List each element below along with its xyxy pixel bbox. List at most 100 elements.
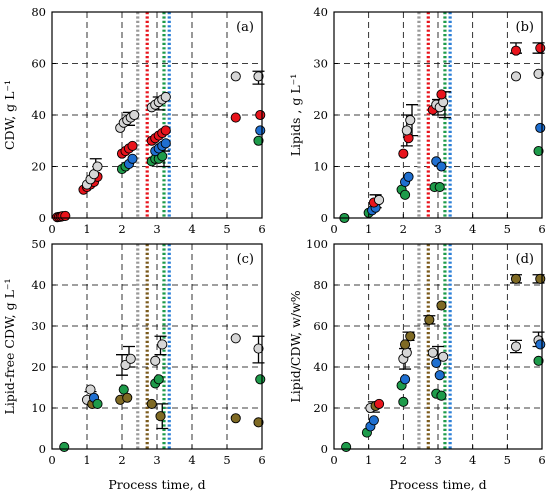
panel-a-ytick-label-40: 40 bbox=[31, 108, 46, 122]
panel-c-ytick-label-40: 40 bbox=[31, 278, 46, 292]
panel-d-point-green-8 bbox=[398, 396, 409, 407]
panel-d-xtick-label-1: 1 bbox=[365, 453, 372, 467]
panel-c-point-gray-18 bbox=[230, 333, 241, 344]
panel-d-point-brown-13 bbox=[405, 331, 416, 342]
panel-c-xtick-label-2: 2 bbox=[118, 453, 125, 467]
panel-b-ytick-label-0: 0 bbox=[321, 211, 328, 225]
panel-a-ytick-label-20: 20 bbox=[31, 160, 46, 174]
panel-c-point-brown-11 bbox=[146, 398, 157, 409]
panel-a-xtick-label-0: 0 bbox=[48, 222, 55, 236]
panel-c-point-green-5 bbox=[92, 398, 103, 409]
panel-c-point-brown-19 bbox=[253, 417, 264, 428]
panel-c-ytick-label-10: 10 bbox=[31, 401, 46, 415]
panel-a-xtick-label-4: 4 bbox=[188, 222, 195, 236]
panel-c-label: (c) bbox=[237, 252, 254, 267]
panel-a-xtick-label-5: 5 bbox=[223, 222, 230, 236]
panel-b-point-gray-24 bbox=[510, 71, 522, 82]
panel-d-ytick-label-80: 80 bbox=[313, 278, 328, 292]
panel-b-xtick-label-5: 5 bbox=[504, 222, 511, 236]
panel-d-point-gray-11 bbox=[401, 347, 412, 358]
panel-d-point-green-20 bbox=[436, 390, 447, 401]
panel-c: 0 1 2 3 4 5 6 0 10 20 30 40 50 (c) Lipid-free CDW, g L… bbox=[2, 237, 266, 492]
panel-d-point-gray-21 bbox=[438, 351, 449, 362]
panel-b-point-gray-12 bbox=[401, 125, 412, 136]
panel-c-point-gray-10 bbox=[125, 353, 136, 364]
panel-b-point-green-28 bbox=[533, 145, 544, 157]
panel-b-point-blue-17 bbox=[436, 161, 447, 172]
panel-b-point-red-10 bbox=[398, 148, 409, 159]
panel-a-xtick-label-3: 3 bbox=[153, 222, 160, 236]
panel-c-ytick-label-30: 30 bbox=[31, 319, 46, 333]
panel-d-point-red-6 bbox=[374, 398, 385, 409]
panel-a-point-red-4 bbox=[60, 210, 71, 221]
panel-d-ytick-label-100: 100 bbox=[306, 237, 328, 251]
panel-d-point-blue-3 bbox=[368, 415, 379, 426]
panel-d-xtick-label-6: 6 bbox=[538, 453, 545, 467]
panel-d-point-green-27 bbox=[533, 355, 544, 366]
panel-a-ytick-label-60: 60 bbox=[31, 57, 46, 71]
panel-d-xtick-label-3: 3 bbox=[434, 453, 441, 467]
panel-a-point-green-47 bbox=[253, 135, 264, 146]
panel-d-point-gray-16 bbox=[427, 347, 438, 358]
panel-d-point-blue-18 bbox=[434, 370, 445, 381]
panel-a-point-blue-17 bbox=[127, 153, 138, 164]
panel-a-xtick-label-1: 1 bbox=[83, 222, 90, 236]
panel-c-xlabel: Process time, d bbox=[108, 477, 205, 492]
panel-c-point-brown-8 bbox=[122, 392, 133, 403]
panel-b-point-red-22 bbox=[436, 89, 447, 100]
panel-d-point-gray-23 bbox=[510, 341, 522, 352]
panel-b-ytick-label-30: 30 bbox=[313, 57, 328, 71]
panel-a-ytick-label-80: 80 bbox=[31, 5, 46, 19]
panel-a-xtick-label-2: 2 bbox=[118, 222, 125, 236]
panel-b-xtick-label-0: 0 bbox=[330, 222, 337, 236]
panel-a-ytick-label-0: 0 bbox=[39, 211, 46, 225]
panel-c-point-gray-16 bbox=[157, 339, 168, 350]
panel-d-point-blue-9 bbox=[400, 374, 411, 385]
panel-c-ytick-label-20: 20 bbox=[31, 360, 46, 374]
panel-c-point-green-21 bbox=[255, 374, 266, 385]
panel-d-xtick-label-5: 5 bbox=[504, 453, 511, 467]
panel-c-point-gray-20 bbox=[253, 343, 264, 354]
panel-c-xtick-label-4: 4 bbox=[188, 453, 195, 467]
panel-b-ytick-label-40: 40 bbox=[313, 5, 328, 19]
panel-b: 0 1 2 3 4 5 6 0 10 20 30 40 (b) Lipids , g L⁻¹ bbox=[288, 5, 546, 236]
panel-c-point-gray-15 bbox=[150, 355, 161, 366]
panel-c-point-brown-14 bbox=[155, 411, 166, 422]
panel-b-ytick-label-20: 20 bbox=[313, 108, 328, 122]
panel-d-xtick-label-0: 0 bbox=[330, 453, 337, 467]
panel-c-xtick-label-3: 3 bbox=[153, 453, 160, 467]
panel-a-point-red-21 bbox=[127, 140, 138, 151]
panel-b-point-red-25 bbox=[535, 43, 546, 54]
panel-d-xtick-label-2: 2 bbox=[400, 453, 407, 467]
panel-c-point-brown-17 bbox=[230, 413, 241, 424]
panel-d-point-brown-22 bbox=[510, 273, 522, 284]
panel-d-point-green-0 bbox=[341, 441, 352, 453]
panel-d-ytick-label-0: 0 bbox=[321, 442, 328, 456]
panel-a-point-gray-50 bbox=[253, 71, 264, 82]
panel-b-point-green-15 bbox=[434, 182, 445, 193]
panel-c-xtick-label-5: 5 bbox=[223, 453, 230, 467]
panel-b-xtick-label-3: 3 bbox=[434, 222, 441, 236]
panel-d-xlabel: Process time, d bbox=[389, 477, 486, 492]
panel-a-point-blue-34 bbox=[160, 138, 171, 149]
panel-c-ytick-label-0: 0 bbox=[39, 442, 46, 456]
panel-d-point-blue-26 bbox=[535, 339, 546, 350]
panel-b-xtick-label-4: 4 bbox=[469, 222, 476, 236]
panel-d-point-brown-12 bbox=[400, 339, 411, 350]
panel-d-label: (d) bbox=[516, 252, 534, 267]
panel-d-point-brown-15 bbox=[436, 300, 447, 311]
panel-a-ylabel: CDW, g L⁻¹ bbox=[2, 80, 17, 150]
panel-b-point-blue-8 bbox=[403, 171, 414, 182]
panel-d-ytick-label-60: 60 bbox=[313, 319, 328, 333]
panel-d-point-brown-24 bbox=[535, 273, 546, 284]
panel-c-xtick-label-1: 1 bbox=[83, 453, 90, 467]
panel-c-ytick-label-50: 50 bbox=[31, 237, 46, 251]
panel-b-point-gray-26 bbox=[533, 68, 544, 79]
panel-d-point-brown-14 bbox=[424, 314, 435, 325]
panel-b-point-green-9 bbox=[400, 189, 411, 200]
panel-c-xtick-label-6: 6 bbox=[258, 453, 265, 467]
panel-b-ytick-label-10: 10 bbox=[313, 160, 328, 174]
